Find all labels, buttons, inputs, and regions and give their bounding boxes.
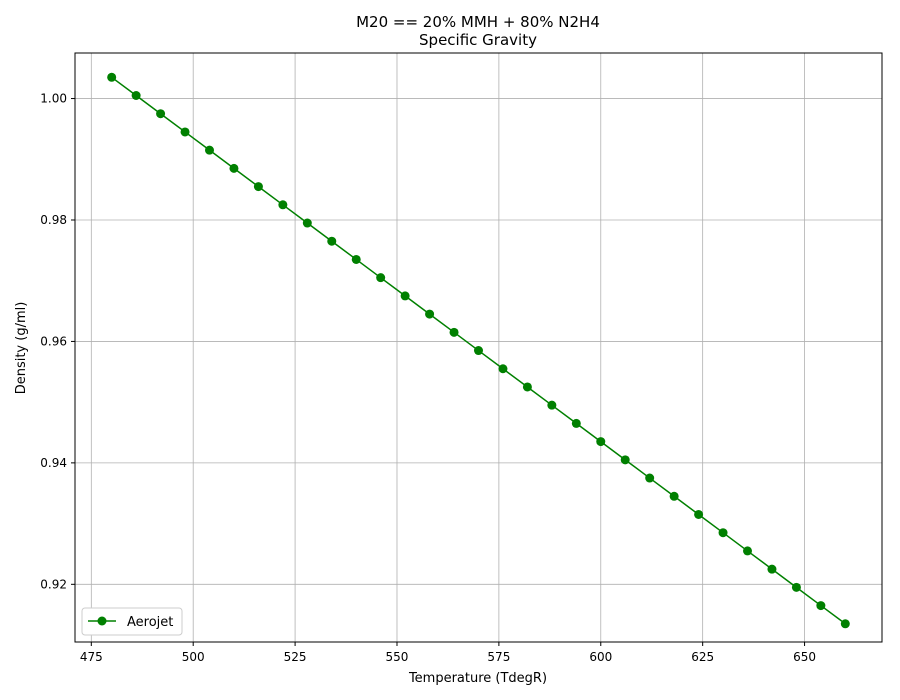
data-point (669, 491, 679, 501)
y-tick-label: 1.00 (40, 92, 67, 106)
y-tick-label: 0.96 (40, 334, 67, 348)
series-layer (107, 72, 850, 629)
data-point (302, 218, 312, 228)
legend-box (81, 607, 183, 636)
data-point (180, 127, 190, 137)
x-tick-label: 600 (589, 650, 612, 664)
y-tick-label: 0.92 (40, 577, 67, 591)
data-point (743, 546, 752, 556)
data-point (205, 145, 214, 155)
data-point (522, 382, 532, 392)
data-point (498, 364, 508, 374)
x-tick-label: 625 (691, 650, 714, 664)
data-point (645, 473, 655, 483)
data-point (767, 564, 777, 574)
chart-title: M20 == 20% MMH + 80% N2H4 (356, 13, 600, 31)
data-point (840, 619, 850, 629)
x-tick-label: 575 (487, 650, 510, 664)
legend: Aerojet (81, 607, 183, 636)
tick-layer: 475 500 525 550 575 600 625 650 0.92 0.94 0.96 0.98… (40, 92, 816, 664)
data-point (400, 291, 410, 301)
data-point (816, 601, 826, 611)
data-point (107, 72, 117, 82)
data-point (351, 254, 361, 264)
data-point (596, 437, 606, 447)
x-tick-label: 525 (284, 650, 307, 664)
data-point (425, 309, 435, 319)
grid (75, 53, 882, 642)
data-point (253, 182, 263, 192)
data-point (156, 109, 166, 119)
plot-frame (74, 52, 883, 643)
x-axis-label: Temperature (TdegR) (408, 671, 547, 686)
legend-label: Aerojet (127, 615, 173, 630)
y-tick-label: 0.98 (40, 213, 67, 227)
x-tick-label: 650 (793, 650, 816, 664)
legend-marker (97, 616, 107, 626)
x-tick-label: 500 (182, 650, 205, 664)
y-tick-label: 0.94 (40, 456, 67, 470)
data-point (620, 455, 630, 465)
data-point (718, 528, 728, 538)
data-point (694, 509, 704, 519)
data-point (327, 236, 337, 246)
chart-subtitle: Specific Gravity (419, 31, 537, 49)
x-tick-label: 475 (80, 650, 103, 664)
data-point (791, 582, 801, 592)
data-point (571, 418, 581, 428)
x-tick-label: 550 (386, 650, 409, 664)
y-axis-label: Density (g/ml) (14, 302, 29, 395)
data-point (449, 327, 459, 337)
data-point (376, 273, 386, 283)
data-point (131, 91, 141, 101)
data-point (278, 200, 288, 210)
data-point (547, 400, 557, 410)
data-point (474, 346, 483, 356)
data-point (229, 163, 239, 173)
